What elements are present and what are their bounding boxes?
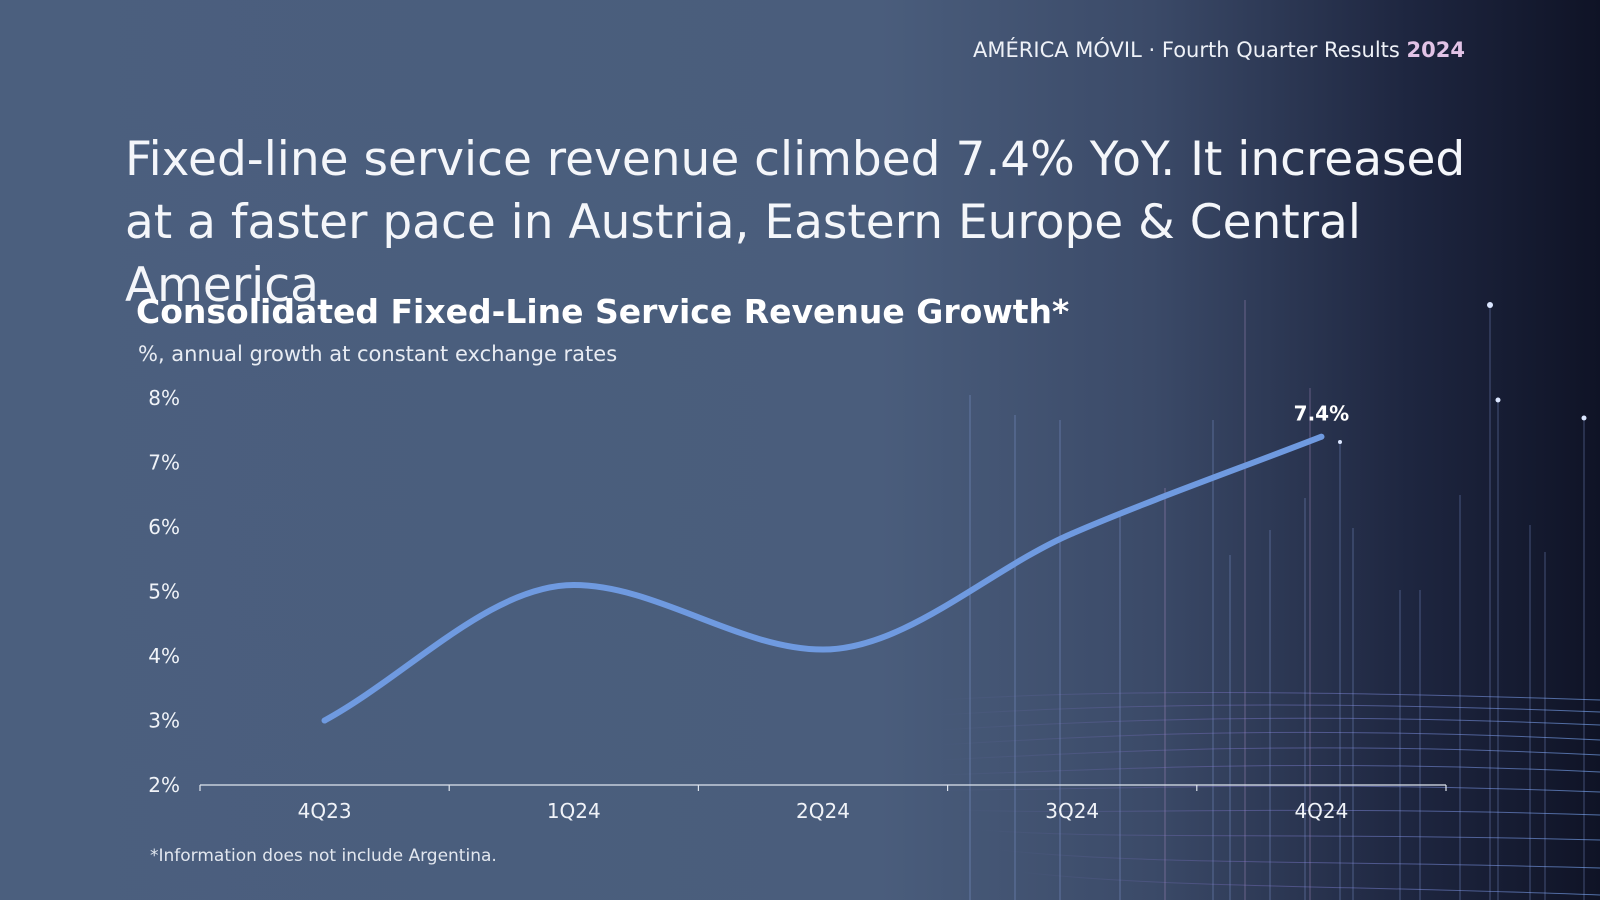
report-header: AMÉRICA MÓVIL · Fourth Quarter Results 2… bbox=[973, 38, 1465, 62]
x-tick-label: 2Q24 bbox=[796, 799, 850, 823]
data-point bbox=[1318, 433, 1325, 440]
chart-subtitle: %, annual growth at constant exchange ra… bbox=[138, 342, 618, 366]
x-tick-label: 3Q24 bbox=[1045, 799, 1099, 823]
data-point bbox=[820, 646, 826, 653]
slide-headline: Fixed-line service revenue climbed 7.4% … bbox=[125, 132, 1466, 313]
data-point bbox=[1069, 530, 1076, 537]
y-tick-label: 4% bbox=[148, 644, 180, 668]
chart-title: Consolidated Fixed-Line Service Revenue … bbox=[136, 292, 1070, 331]
x-tick-label: 4Q24 bbox=[1294, 799, 1348, 823]
footnote: *Information does not include Argentina. bbox=[150, 846, 497, 866]
report-year: 2024 bbox=[1406, 38, 1465, 62]
y-tick-label: 5% bbox=[148, 580, 180, 604]
y-tick-label: 6% bbox=[148, 515, 180, 539]
company-name: AMÉRICA MÓVIL bbox=[973, 38, 1142, 62]
y-tick-label: 2% bbox=[148, 773, 180, 797]
y-tick-label: 7% bbox=[148, 451, 180, 475]
header-separator: · bbox=[1148, 38, 1156, 62]
report-name: Fourth Quarter Results bbox=[1161, 38, 1400, 62]
y-tick-label: 8% bbox=[148, 386, 180, 410]
data-point bbox=[570, 582, 577, 589]
x-tick-label: 1Q24 bbox=[547, 799, 601, 823]
x-tick-label: 4Q23 bbox=[298, 799, 352, 823]
data-point bbox=[321, 717, 328, 724]
data-label: 7.4% bbox=[1294, 402, 1349, 426]
y-tick-label: 3% bbox=[148, 709, 180, 733]
series-line bbox=[321, 433, 1325, 724]
